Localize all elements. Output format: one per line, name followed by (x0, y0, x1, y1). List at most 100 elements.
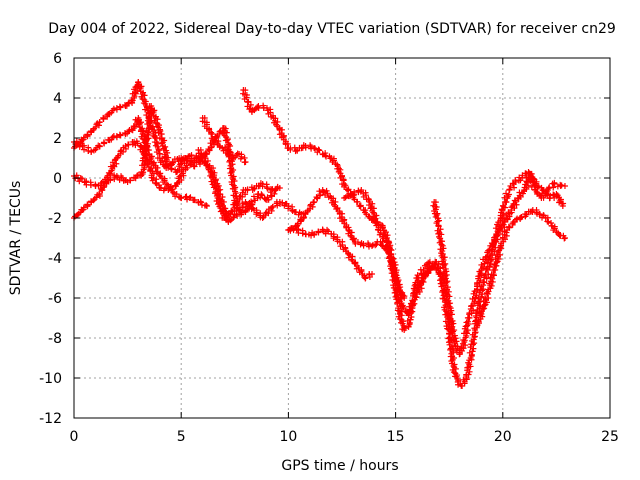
data-point (271, 190, 278, 197)
data-point (191, 163, 198, 170)
data-point (398, 319, 405, 326)
data-point (540, 187, 547, 194)
y-tick-label: -12 (39, 411, 62, 427)
data-point (464, 314, 471, 321)
data-point (351, 191, 358, 198)
data-point (179, 170, 186, 177)
data-point (131, 94, 138, 101)
data-point (339, 241, 346, 248)
data-point (136, 123, 143, 130)
data-point (471, 299, 478, 306)
data-point (474, 306, 481, 313)
data-point (243, 94, 250, 101)
data-point (80, 206, 87, 213)
x-tick-label: 15 (387, 429, 405, 445)
data-point (450, 369, 457, 376)
data-point (385, 249, 392, 256)
data-point (466, 309, 473, 316)
data-point (499, 207, 506, 214)
data-point (154, 123, 161, 130)
data-point (553, 193, 560, 200)
data-point (390, 273, 397, 280)
data-point (410, 290, 417, 297)
data-point (299, 230, 306, 237)
data-point (315, 146, 322, 153)
data-point (75, 140, 82, 147)
data-point (243, 200, 250, 207)
data-point (493, 259, 500, 266)
data-point (223, 129, 230, 136)
data-point (383, 243, 390, 250)
data-point (561, 183, 568, 189)
data-point (161, 153, 168, 160)
data-point (386, 255, 393, 262)
data-point (315, 228, 322, 235)
x-tick-label: 25 (601, 429, 619, 445)
data-point (488, 240, 495, 247)
data-point (503, 190, 510, 197)
data-point (503, 199, 510, 206)
data-point (449, 323, 456, 330)
data-point (449, 356, 456, 363)
data-point (272, 186, 279, 193)
data-point (228, 216, 235, 223)
data-point (316, 188, 323, 195)
data-point (373, 212, 380, 219)
data-point (500, 203, 507, 210)
data-point (498, 240, 505, 247)
data-point (392, 277, 399, 284)
data-point (477, 277, 484, 284)
data-point (143, 157, 150, 164)
data-point (227, 217, 234, 224)
data-point (511, 218, 518, 225)
data-point (330, 157, 337, 164)
data-point (330, 235, 337, 242)
data-point (391, 289, 398, 296)
data-point (453, 338, 460, 345)
data-point (134, 140, 141, 147)
y-tick-label: 2 (53, 131, 62, 147)
data-point (487, 250, 494, 257)
data-point (168, 186, 175, 193)
data-point (111, 172, 118, 179)
data-point (525, 182, 532, 189)
data-point (203, 203, 210, 209)
data-point (79, 175, 86, 182)
data-point (417, 279, 424, 286)
data-point (101, 139, 108, 146)
data-point (402, 325, 409, 332)
data-point (518, 214, 525, 221)
data-point (260, 214, 267, 221)
data-point (222, 144, 229, 151)
data-point (561, 235, 568, 241)
data-point (150, 175, 157, 181)
data-point (477, 309, 484, 316)
data-point (203, 202, 210, 209)
data-point (119, 174, 126, 181)
x-tick-label: 10 (279, 429, 297, 445)
axis-ticks: 0 5 10 15 20 25 -12 -10 -8 -6 -4 -2 0 2 4 6 (39, 51, 619, 445)
data-point (259, 183, 266, 190)
data-point (469, 348, 476, 355)
data-point (244, 187, 251, 194)
data-point (458, 344, 465, 351)
x-axis-label: GPS time / hours (281, 458, 398, 474)
data-point (505, 223, 512, 230)
data-point (529, 176, 536, 183)
data-point (441, 306, 448, 313)
data-point (558, 182, 565, 189)
data-point (230, 201, 237, 208)
data-point (187, 194, 194, 201)
data-point (152, 179, 159, 186)
data-point (236, 206, 243, 213)
data-point (298, 145, 305, 152)
data-point (556, 199, 563, 206)
data-point (164, 149, 171, 156)
data-point (474, 279, 481, 286)
data-point (242, 159, 249, 165)
data-point (394, 300, 401, 307)
data-point (198, 199, 205, 206)
data-point (140, 100, 147, 107)
data-point (253, 211, 260, 218)
